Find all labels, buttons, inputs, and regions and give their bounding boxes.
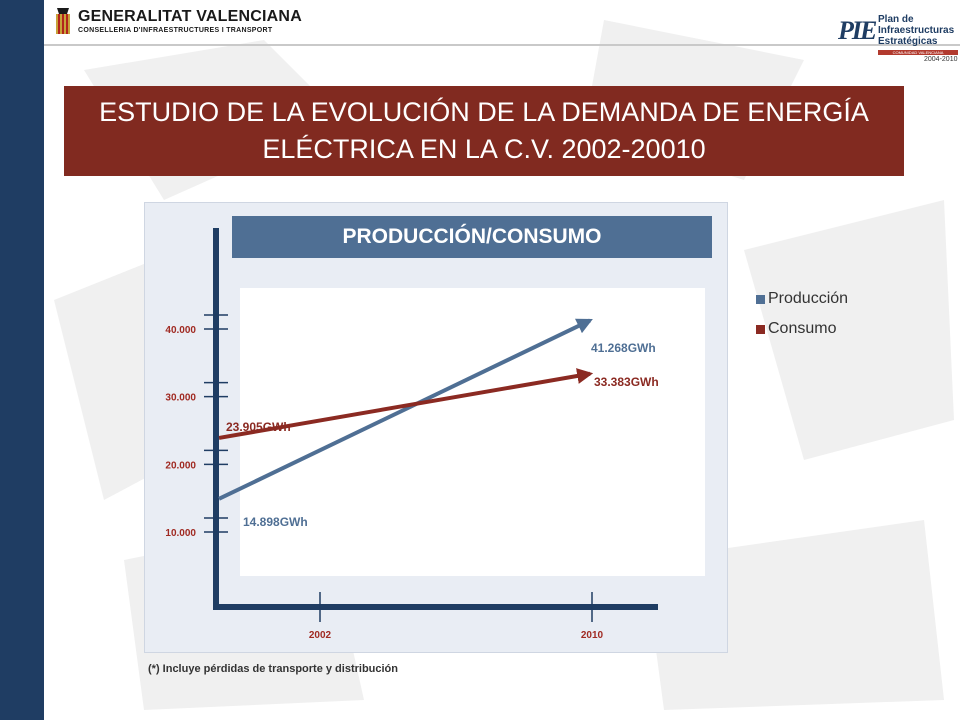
- data-label: 33.383GWh: [594, 375, 659, 389]
- chart-legend: Producción Consumo: [756, 289, 848, 349]
- pie-line3: Estratégicas: [878, 36, 938, 47]
- pie-line2: Infraestructuras: [878, 25, 955, 36]
- slide-title: ESTUDIO DE LA EVOLUCIÓN DE LA DEMANDA DE…: [99, 97, 869, 164]
- footnote: (*) Incluye pérdidas de transporte y dis…: [148, 663, 398, 675]
- legend-swatch-consumo: [756, 324, 765, 334]
- y-tick-label: 10.000: [165, 528, 196, 539]
- legend-item-produccion: Producción: [756, 289, 848, 309]
- generalitat-subtitle: CONSELLERIA D'INFRAESTRUCTURES I TRANSPO…: [78, 27, 273, 34]
- pie-years: 2004-2010: [924, 56, 958, 63]
- shield-icon: [56, 8, 70, 34]
- legend-swatch-produccion: [756, 294, 765, 304]
- x-tick-label: 2010: [581, 630, 604, 641]
- slide-title-box: ESTUDIO DE LA EVOLUCIÓN DE LA DEMANDA DE…: [64, 86, 904, 176]
- y-tick-label: 30.000: [165, 393, 196, 404]
- generalitat-title: GENERALITAT VALENCIANA: [78, 8, 302, 25]
- series-line-1: [218, 368, 594, 440]
- left-navy-bar: [0, 0, 44, 720]
- pie-band: COMUNIDAD VALENCIANA: [878, 50, 958, 55]
- legend-label-consumo: Consumo: [768, 320, 837, 337]
- legend-label-produccion: Producción: [768, 290, 849, 307]
- pie-logo: PIE Plan de Infraestructuras Estratégica…: [838, 12, 960, 64]
- data-label: 23.905GWh: [226, 420, 291, 434]
- pie-line1: Plan de: [878, 14, 914, 25]
- y-tick-label: 40.000: [165, 325, 196, 336]
- data-label: 14.898GWh: [243, 515, 308, 529]
- chart-title: PRODUCCIÓN/CONSUMO: [232, 216, 712, 258]
- plot-area: [240, 288, 705, 576]
- series-line-0: [218, 318, 593, 501]
- generalitat-logo: GENERALITAT VALENCIANA CONSELLERIA D'INF…: [54, 8, 302, 44]
- y-tick-label: 20.000: [165, 460, 196, 471]
- data-label: 41.268GWh: [591, 341, 656, 355]
- header-divider: [44, 44, 960, 46]
- legend-item-consumo: Consumo: [756, 319, 848, 339]
- pie-mark: PIE: [838, 16, 877, 45]
- x-tick-label: 2002: [309, 630, 332, 641]
